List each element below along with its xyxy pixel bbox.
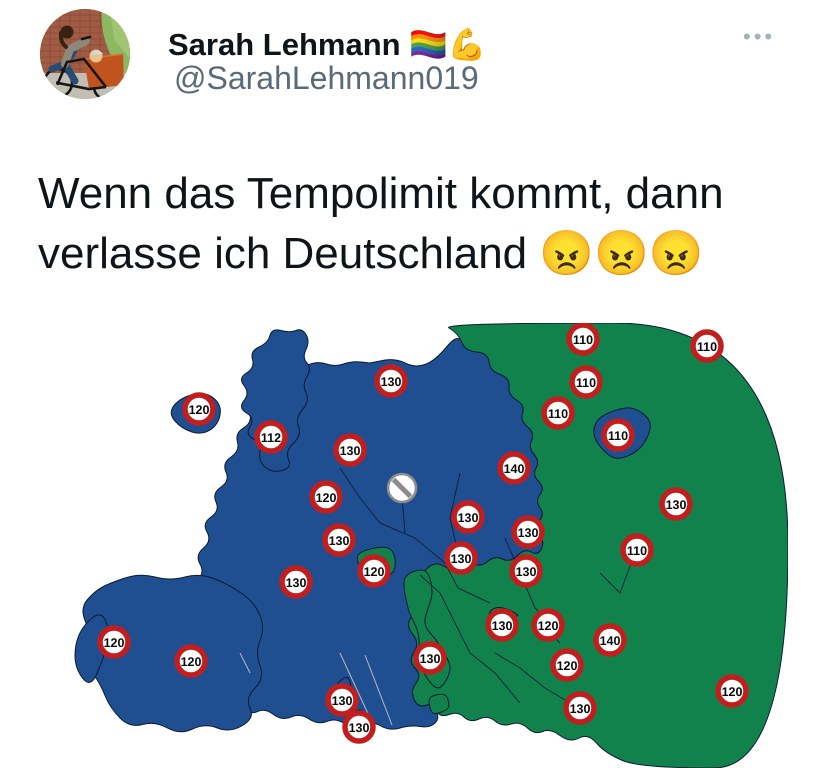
svg-text:120: 120: [189, 403, 210, 417]
svg-text:130: 130: [518, 526, 539, 540]
svg-text:110: 110: [548, 407, 568, 421]
svg-text:112: 112: [261, 431, 281, 445]
svg-text:110: 110: [697, 340, 717, 354]
svg-text:120: 120: [557, 659, 578, 673]
svg-text:120: 120: [364, 565, 385, 579]
svg-text:130: 130: [329, 534, 350, 548]
svg-text:130: 130: [332, 694, 353, 708]
svg-text:130: 130: [516, 565, 537, 579]
svg-text:130: 130: [666, 498, 687, 512]
svg-text:130: 130: [570, 702, 591, 716]
svg-text:120: 120: [316, 491, 337, 505]
svg-text:130: 130: [451, 552, 472, 566]
svg-text:120: 120: [181, 655, 202, 669]
svg-text:130: 130: [349, 721, 370, 735]
svg-text:110: 110: [576, 376, 596, 390]
svg-text:130: 130: [340, 444, 361, 458]
svg-text:110: 110: [627, 544, 647, 558]
svg-text:110: 110: [573, 333, 593, 347]
svg-text:140: 140: [600, 634, 621, 648]
svg-text:130: 130: [381, 375, 402, 389]
svg-text:130: 130: [286, 576, 307, 590]
svg-text:140: 140: [504, 462, 525, 476]
svg-text:110: 110: [608, 429, 628, 443]
svg-text:120: 120: [538, 619, 559, 633]
svg-text:120: 120: [722, 685, 743, 699]
svg-text:130: 130: [492, 619, 513, 633]
svg-text:130: 130: [420, 652, 441, 666]
svg-text:130: 130: [458, 511, 479, 525]
svg-text:120: 120: [104, 636, 125, 650]
